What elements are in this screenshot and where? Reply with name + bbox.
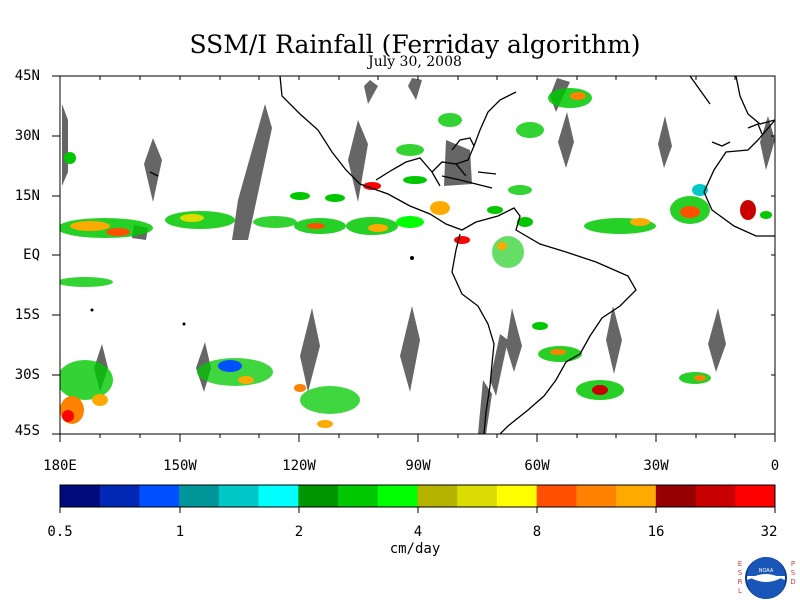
- logo-emblem-text: NOAA: [759, 568, 774, 574]
- coastlines: [149, 76, 775, 434]
- colorbar-label-2: 2: [294, 524, 304, 540]
- colorbar-ticks: [59, 507, 776, 513]
- lon-label-90w: 90W: [405, 458, 431, 474]
- colorbar-label-8: 8: [532, 524, 542, 540]
- colorbar-swatch: [298, 485, 339, 507]
- colorbar-swatch: [496, 485, 538, 507]
- colorbar-label-0.5: 0.5: [47, 524, 73, 540]
- colorbar-label-16: 16: [647, 524, 665, 540]
- lon-label-120w: 120W: [282, 458, 316, 474]
- colorbar-swatch: [218, 485, 260, 507]
- colorbar-label-32: 32: [760, 524, 778, 540]
- lon-label-60w: 60W: [524, 458, 550, 474]
- colorbar-swatch: [616, 485, 657, 507]
- colorbar-swatch: [179, 485, 220, 507]
- rain-bands: [60, 88, 772, 428]
- colorbar-swatch: [377, 485, 418, 507]
- map-title: SSM/I Rainfall (Ferriday algorithm): [189, 30, 641, 59]
- colorbar-swatch: [417, 485, 458, 507]
- colorbar: [59, 484, 776, 508]
- colorbar-label-1: 1: [175, 524, 185, 540]
- map-field: [60, 76, 775, 434]
- colorbar-swatch: [457, 485, 498, 507]
- noaa-emblem-icon: NOAA: [745, 557, 787, 599]
- lat-label-eq: EQ: [23, 247, 40, 263]
- colorbar-swatch: [655, 485, 697, 507]
- lat-label-30n: 30N: [14, 128, 40, 144]
- missing-data-swaths: [62, 78, 775, 434]
- colorbar-swatch: [536, 485, 577, 507]
- islands: [90, 256, 414, 326]
- colorbar-label-4: 4: [413, 524, 423, 540]
- colorbar-swatch: [99, 485, 140, 507]
- colorbar-swatch: [576, 485, 617, 507]
- colorbar-units: cm/day: [389, 541, 441, 557]
- lat-label-30s: 30S: [14, 367, 40, 383]
- lat-label-45s: 45S: [14, 423, 40, 439]
- lon-label-30w: 30W: [643, 458, 669, 474]
- lat-label-15s: 15S: [14, 307, 40, 323]
- map-date: July 30, 2008: [368, 54, 462, 70]
- colorbar-swatch: [139, 485, 180, 507]
- colorbar-swatch: [338, 485, 379, 507]
- lon-label-180e: 180E: [43, 458, 77, 474]
- colorbar-swatch: [60, 485, 101, 507]
- lat-label-15n: 15N: [14, 188, 40, 204]
- lat-label-45n: 45N: [14, 68, 40, 84]
- colorbar-swatch: [258, 485, 299, 507]
- lon-label-150w: 150W: [163, 458, 197, 474]
- colorbar-swatch: [735, 485, 776, 507]
- colorbar-swatch: [695, 485, 736, 507]
- frame-ticks: [52, 75, 776, 442]
- lon-label-0: 0: [770, 458, 780, 474]
